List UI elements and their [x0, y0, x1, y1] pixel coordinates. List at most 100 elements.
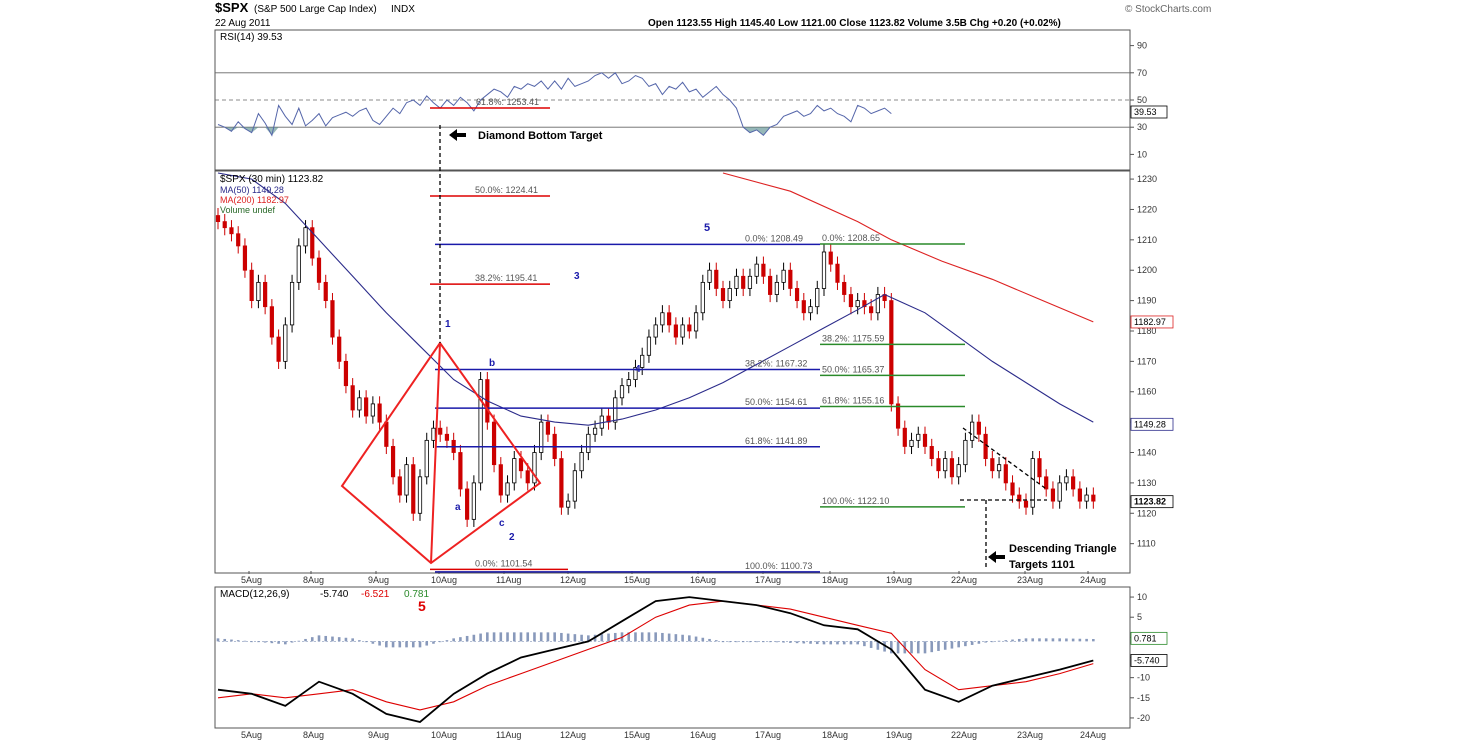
candle-down [276, 336, 281, 362]
macd-tick-label: 5 [1137, 612, 1142, 622]
fib-level-label: 61.8%: 1141.89 [745, 436, 807, 446]
candle-up [357, 397, 362, 411]
candle-up [1064, 476, 1069, 484]
candle-up [660, 312, 665, 326]
fib-level-label: 38.2%: 1175.59 [822, 333, 884, 343]
histogram-bar [688, 635, 691, 642]
ma50-legend: MA(50) 1149.28 [220, 185, 284, 195]
candle-up [1084, 494, 1089, 502]
histogram-bar [647, 632, 651, 642]
candle-down [1077, 488, 1082, 502]
histogram-bar [1024, 638, 1028, 642]
candle-up [1030, 458, 1035, 508]
candle-down [922, 433, 928, 447]
macd-legend-value: -5.740 [320, 589, 349, 600]
candle-down [222, 221, 227, 229]
macd-x-tick-label: 8Aug [303, 730, 324, 740]
fib-level-label: 0.0%: 1208.65 [822, 233, 880, 243]
candle-up [680, 324, 685, 338]
candle-down [330, 300, 335, 338]
macd-x-tick-label: 17Aug [755, 730, 781, 740]
ma50-line [217, 172, 1094, 426]
histogram-bar [741, 641, 745, 643]
histogram-bar [533, 632, 536, 642]
histogram-bar [223, 638, 227, 642]
rsi-legend: RSI(14) 39.53 39.53 [220, 32, 1168, 119]
histogram-bar [768, 641, 772, 643]
histogram-bar [694, 636, 698, 642]
candle-down [316, 257, 322, 283]
histogram-bar [499, 632, 503, 642]
price-tick-label: 1210 [1137, 235, 1157, 245]
histogram-bar [445, 640, 449, 642]
candle-down [842, 281, 847, 295]
price-x-tick-label: 5Aug [241, 575, 262, 585]
candle-down [848, 294, 854, 308]
candle-down [949, 458, 955, 478]
histogram-bar [465, 635, 469, 642]
quote-line: Open 1123.55 High 1145.40 Low 1121.00 Cl… [648, 18, 1061, 29]
candle-down [889, 300, 894, 405]
macd-x-tick-label: 15Aug [624, 730, 650, 740]
histogram-bar [1011, 639, 1014, 642]
candle-down [377, 403, 382, 423]
price-panel [214, 170, 1131, 574]
candle-down [714, 269, 719, 289]
wave-label-2: 2 [509, 532, 515, 543]
histogram-bar [1092, 639, 1095, 642]
histogram-bar [324, 635, 328, 642]
candle-up [283, 324, 288, 362]
histogram-bar [1004, 640, 1008, 642]
macd-x-tick-label: 18Aug [822, 730, 848, 740]
price-tick-label: 1130 [1137, 478, 1156, 488]
macd-x-tick-label: 10Aug [431, 730, 457, 740]
histogram-bar [708, 638, 711, 642]
candle-down [411, 464, 416, 514]
macd-value-label: -5.740 [1134, 655, 1160, 665]
histogram-bar [425, 641, 429, 646]
candle-up [707, 269, 712, 283]
histogram-bar [957, 641, 960, 648]
candle-down [1003, 464, 1008, 484]
candle-down [236, 233, 241, 247]
price-x-tick-label: 15Aug [624, 575, 650, 585]
histogram-bar [364, 641, 368, 643]
macd-chart: -20-15-10-505100.781-5.740 [216, 592, 1168, 723]
histogram-bar [553, 632, 556, 642]
price-x-tick-label: 23Aug [1017, 575, 1043, 585]
candle-up [471, 482, 476, 520]
candle-down [465, 488, 470, 520]
candle-up [821, 251, 827, 289]
macd-value-box [1130, 654, 1168, 667]
price-x-tick-label: 22Aug [951, 575, 977, 585]
symbol-exchange: INDX [391, 4, 415, 15]
histogram-bar [815, 641, 819, 645]
candle-down [263, 281, 268, 308]
histogram-bar [560, 632, 563, 642]
candle-down [1023, 500, 1029, 508]
candle-down [242, 245, 248, 271]
candle-up [970, 421, 975, 441]
candle-down [801, 300, 806, 314]
histogram-bar [317, 635, 321, 642]
wave-label-1: 1 [445, 319, 451, 330]
candle-down [269, 306, 274, 338]
candle-down [929, 446, 934, 459]
diamond-bottom-target-label: Diamond Bottom Target [478, 130, 603, 142]
histogram-bar [385, 641, 388, 648]
histogram-bar [344, 637, 348, 642]
candle-up [754, 263, 759, 277]
macd-tick-label: 10 [1137, 592, 1147, 602]
wave-label-3: 3 [574, 271, 580, 282]
histogram-bar [943, 641, 947, 650]
rsi-tick-label: 70 [1137, 68, 1147, 78]
histogram-bar [512, 632, 516, 642]
wave-label-4: 4 [635, 364, 641, 375]
histogram-bar [506, 632, 509, 642]
histogram-legend-value: 0.781 [404, 589, 429, 600]
histogram-bar [836, 641, 839, 645]
histogram-bar [452, 638, 455, 642]
candle-down [343, 360, 349, 387]
candle-down [337, 336, 342, 362]
